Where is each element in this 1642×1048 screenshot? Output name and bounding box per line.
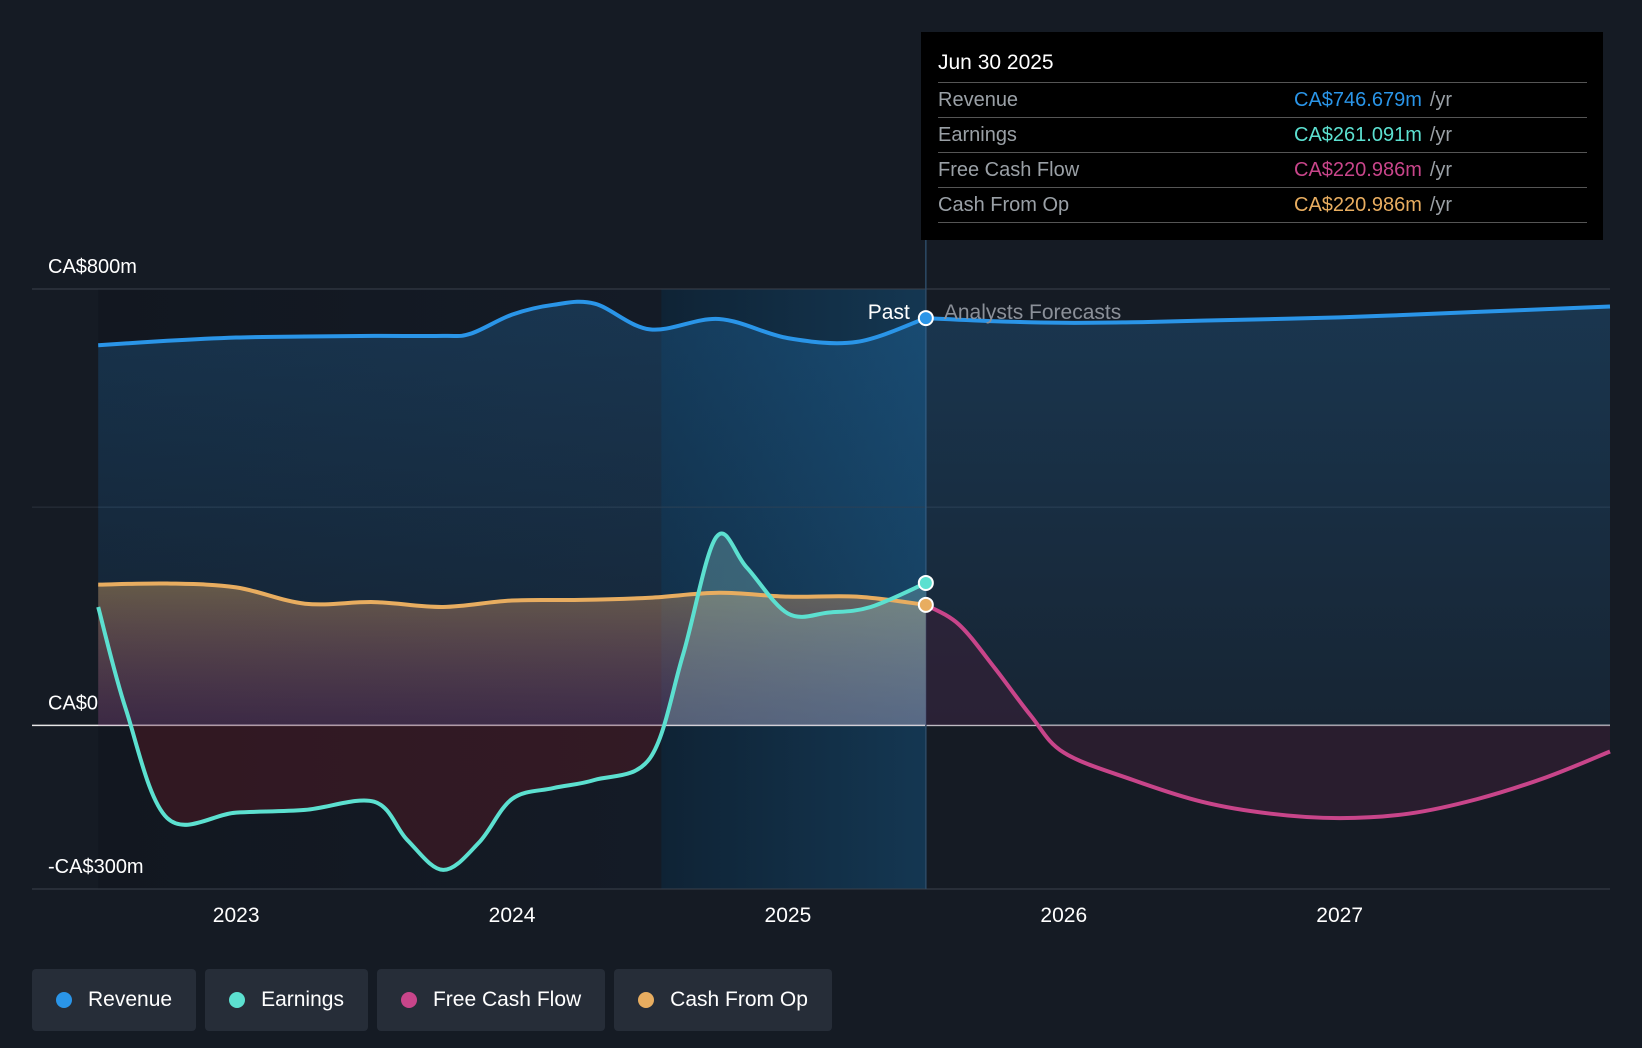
past-label: Past — [868, 301, 910, 324]
tooltip-row-free-cash-flow: Free Cash Flow CA$220.986m /yr — [938, 152, 1587, 187]
x-tick-label-2024: 2024 — [489, 904, 536, 927]
legend-label: Revenue — [88, 988, 173, 1011]
x-tick-label-2025: 2025 — [765, 904, 812, 927]
earnings-positive-area — [664, 533, 926, 726]
tooltip-unit: /yr — [1429, 193, 1453, 216]
cash-from-op-marker — [917, 596, 934, 613]
revenue-dot-icon — [56, 992, 72, 1008]
tooltip-row-earnings: Earnings CA$261.091m /yr — [938, 117, 1587, 152]
earnings-dot-icon — [229, 992, 246, 1008]
y-label-bottom: -CA$300m — [48, 856, 144, 878]
y-label-zero: CA$0 — [48, 692, 98, 714]
tooltip-label: Earnings — [938, 123, 1017, 146]
tooltip-label: Revenue — [938, 88, 1019, 111]
x-tick-label-2023: 2023 — [213, 904, 260, 927]
legend-item-revenue[interactable]: Revenue — [32, 969, 197, 1031]
revenue-forecast-line — [925, 304, 1611, 325]
revenue-marker — [917, 310, 934, 327]
tooltip-value: CA$261.091m — [1294, 123, 1422, 146]
cash-from-op-area — [98, 583, 926, 726]
legend-item-free-cash-flow[interactable]: Free Cash Flow — [376, 969, 606, 1031]
tooltip-label: Cash From Op — [938, 193, 1070, 216]
tooltip-label: Free Cash Flow — [938, 158, 1080, 181]
legend-item-earnings[interactable]: Earnings — [205, 969, 368, 1031]
x-tick-label-2026: 2026 — [1040, 904, 1087, 927]
tooltip-value: CA$746.679m — [1294, 88, 1422, 111]
tooltip-value: CA$220.986m — [1294, 158, 1422, 181]
tooltip-unit: /yr — [1429, 123, 1453, 146]
cash-from-op-line — [98, 581, 927, 610]
tooltip: Jun 30 2025 Revenue CA$746.679m /yr Earn… — [921, 32, 1603, 240]
earnings-marker — [917, 574, 934, 591]
tooltip-row-revenue: Revenue CA$746.679m /yr — [938, 82, 1587, 117]
tooltip-row-cash-from-op: Cash From Op CA$220.986m /yr — [938, 187, 1587, 223]
forecast-label: Analysts Forecasts — [944, 301, 1121, 324]
legend-label: Cash From Op — [670, 988, 808, 1011]
tooltip-value: CA$220.986m — [1294, 193, 1422, 216]
free-cash-flow-area — [925, 604, 1610, 819]
free-cash-flow-line — [924, 603, 1611, 821]
tooltip-unit: /yr — [1429, 158, 1453, 181]
y-label-top: CA$800m — [48, 256, 137, 278]
x-tick-label-2027: 2027 — [1316, 904, 1363, 927]
tooltip-unit: /yr — [1429, 88, 1453, 111]
cash-from-op-dot-icon — [638, 992, 655, 1008]
tooltip-date: Jun 30 2025 — [938, 51, 1054, 74]
legend-label: Free Cash Flow — [432, 988, 582, 1011]
legend-item-cash-from-op[interactable]: Cash From Op — [614, 969, 832, 1031]
revenue-line — [98, 299, 927, 348]
legend: Revenue Earnings Free Cash Flow Cash Fro… — [32, 969, 832, 1031]
legend-label: Earnings — [261, 988, 344, 1011]
earnings-line — [96, 531, 927, 872]
free-cash-flow-dot-icon — [400, 992, 417, 1008]
